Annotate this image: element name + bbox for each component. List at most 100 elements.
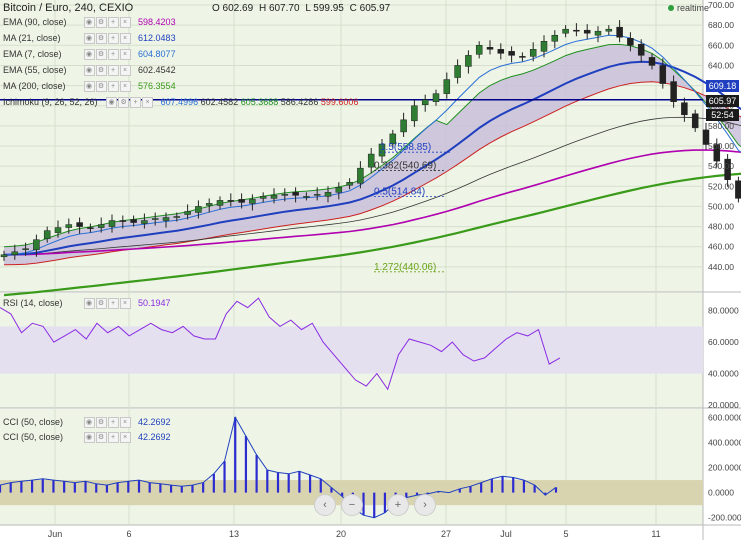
close-icon[interactable]: × [119, 432, 131, 444]
legend-ema55[interactable]: EMA (55, close) ◉ ⚙ + × 602.4542 [3, 64, 176, 77]
eye-icon[interactable]: ◉ [83, 432, 95, 444]
legend-ma200[interactable]: MA (200, close) ◉ ⚙ + × 576.3554 [3, 80, 176, 93]
candle-body [130, 219, 137, 223]
candle-body [205, 203, 213, 206]
close-icon[interactable]: × [119, 33, 131, 45]
eye-icon[interactable]: ◉ [83, 49, 95, 61]
candle-body [184, 211, 191, 215]
add-icon[interactable]: + [130, 97, 142, 109]
legend-rsi[interactable]: RSI (14, close) ◉ ⚙ + × 50.1947 [3, 297, 171, 310]
legend-value: 576.3554 [138, 81, 176, 91]
settings-icon[interactable]: ⚙ [95, 17, 107, 29]
settings-icon[interactable]: ⚙ [95, 81, 107, 93]
add-icon[interactable]: + [107, 49, 119, 61]
add-icon[interactable]: + [107, 432, 119, 444]
add-icon[interactable]: + [107, 33, 119, 45]
chart-title: Bitcoin / Euro, 240, CEXIO [3, 2, 134, 14]
candle-body [249, 199, 256, 204]
legend-buttons[interactable]: ◉ ⚙ + × [83, 64, 132, 77]
candle-body [562, 28, 569, 34]
cci-tick-label: 600.0000 [708, 412, 741, 422]
close-icon[interactable]: × [119, 49, 131, 61]
legend-cci-1[interactable]: CCI (50, close) ◉ ⚙ + × 42.2692 [3, 416, 171, 429]
legend-buttons[interactable]: ◉ ⚙ + × [83, 297, 132, 310]
eye-icon[interactable]: ◉ [83, 417, 95, 429]
candle-body [335, 187, 343, 193]
candle-body [540, 41, 548, 52]
ohlc-open: O 602.69 [212, 3, 254, 14]
candle-body [573, 29, 580, 32]
close-icon[interactable]: × [119, 65, 131, 77]
eye-icon[interactable]: ◉ [83, 17, 95, 29]
y-tick-label: 440.00 [708, 262, 734, 272]
eye-icon[interactable]: ◉ [83, 81, 95, 93]
eye-icon[interactable]: ◉ [83, 65, 95, 77]
candle-body [724, 158, 731, 180]
settings-icon[interactable]: ⚙ [95, 417, 107, 429]
legend-buttons[interactable]: ◉ ⚙ + × [106, 96, 154, 109]
close-icon[interactable]: × [119, 17, 131, 29]
zoom-out-button[interactable]: − [341, 494, 363, 516]
candle-body [583, 29, 591, 34]
candle-body [529, 49, 537, 57]
close-icon[interactable]: × [119, 417, 131, 429]
x-tick-label: Jul [500, 529, 512, 539]
candle-body [108, 220, 116, 227]
cci-tick-label: 400.0000 [708, 437, 741, 447]
span-b-line [3, 81, 741, 266]
add-icon[interactable]: + [107, 417, 119, 429]
legend-buttons[interactable]: ◉ ⚙ + × [83, 16, 132, 29]
settings-icon[interactable]: ⚙ [95, 33, 107, 45]
close-icon[interactable]: × [119, 298, 131, 310]
legend-buttons[interactable]: ◉ ⚙ + × [83, 32, 132, 45]
settings-icon[interactable]: ⚙ [118, 97, 130, 109]
minus-icon: − [348, 499, 356, 511]
settings-icon[interactable]: ⚙ [95, 298, 107, 310]
candle-body [735, 180, 741, 199]
close-icon[interactable]: × [142, 97, 154, 109]
candle-body [33, 239, 40, 250]
candle-body [0, 254, 8, 258]
cci-tick-label: -200.0000 [708, 513, 741, 523]
add-icon[interactable]: + [107, 17, 119, 29]
legend-buttons[interactable]: ◉ ⚙ + × [83, 416, 132, 429]
candle-body [465, 55, 472, 67]
legend-ema90[interactable]: EMA (90, close) ◉ ⚙ + × 598.4203 [3, 16, 176, 29]
legend-value: 598.4203 [138, 17, 176, 27]
scroll-right-button[interactable]: › [414, 494, 436, 516]
eye-icon[interactable]: ◉ [106, 97, 118, 109]
fib-level-label: 0.5(514.84) [374, 186, 425, 197]
add-icon[interactable]: + [107, 65, 119, 77]
legend-cci-2[interactable]: CCI (50, close) ◉ ⚙ + × 42.2692 [3, 431, 171, 444]
ohlc-close: C 605.97 [349, 3, 391, 14]
ohlc-high: H 607.70 [258, 3, 300, 14]
candle-body [227, 200, 235, 202]
legend-ma21[interactable]: MA (21, close) ◉ ⚙ + × 612.0483 [3, 32, 176, 45]
realtime-indicator[interactable]: realtime [668, 3, 709, 13]
add-icon[interactable]: + [107, 81, 119, 93]
settings-icon[interactable]: ⚙ [95, 432, 107, 444]
legend-ichimoku[interactable]: Ichimoku (9, 26, 52, 26) ◉ ⚙ + × 607.4996 6… [3, 96, 359, 109]
eye-icon[interactable]: ◉ [83, 33, 95, 45]
ohlc-low: L 599.95 [305, 3, 344, 14]
x-tick-label: 5 [563, 529, 568, 539]
close-icon[interactable]: × [119, 81, 131, 93]
legend-buttons[interactable]: ◉ ⚙ + × [83, 48, 132, 61]
candle-body [616, 26, 623, 38]
candle-body [551, 34, 559, 42]
rsi-tick-label: 20.0000 [708, 400, 739, 410]
x-tick-label: 6 [126, 529, 131, 539]
scroll-left-button[interactable]: ‹ [314, 494, 336, 516]
candle-body [76, 222, 83, 227]
live-dot-icon [668, 5, 674, 11]
add-icon[interactable]: + [107, 298, 119, 310]
rsi-tick-label: 60.0000 [708, 337, 739, 347]
legend-buttons[interactable]: ◉ ⚙ + × [83, 431, 132, 444]
settings-icon[interactable]: ⚙ [95, 49, 107, 61]
settings-icon[interactable]: ⚙ [95, 65, 107, 77]
legend-ema7[interactable]: EMA (7, close) ◉ ⚙ + × 604.8077 [3, 48, 176, 61]
legend-buttons[interactable]: ◉ ⚙ + × [83, 80, 132, 93]
eye-icon[interactable]: ◉ [83, 298, 95, 310]
zoom-in-button[interactable]: + [387, 494, 409, 516]
chevron-left-icon: ‹ [323, 499, 327, 511]
